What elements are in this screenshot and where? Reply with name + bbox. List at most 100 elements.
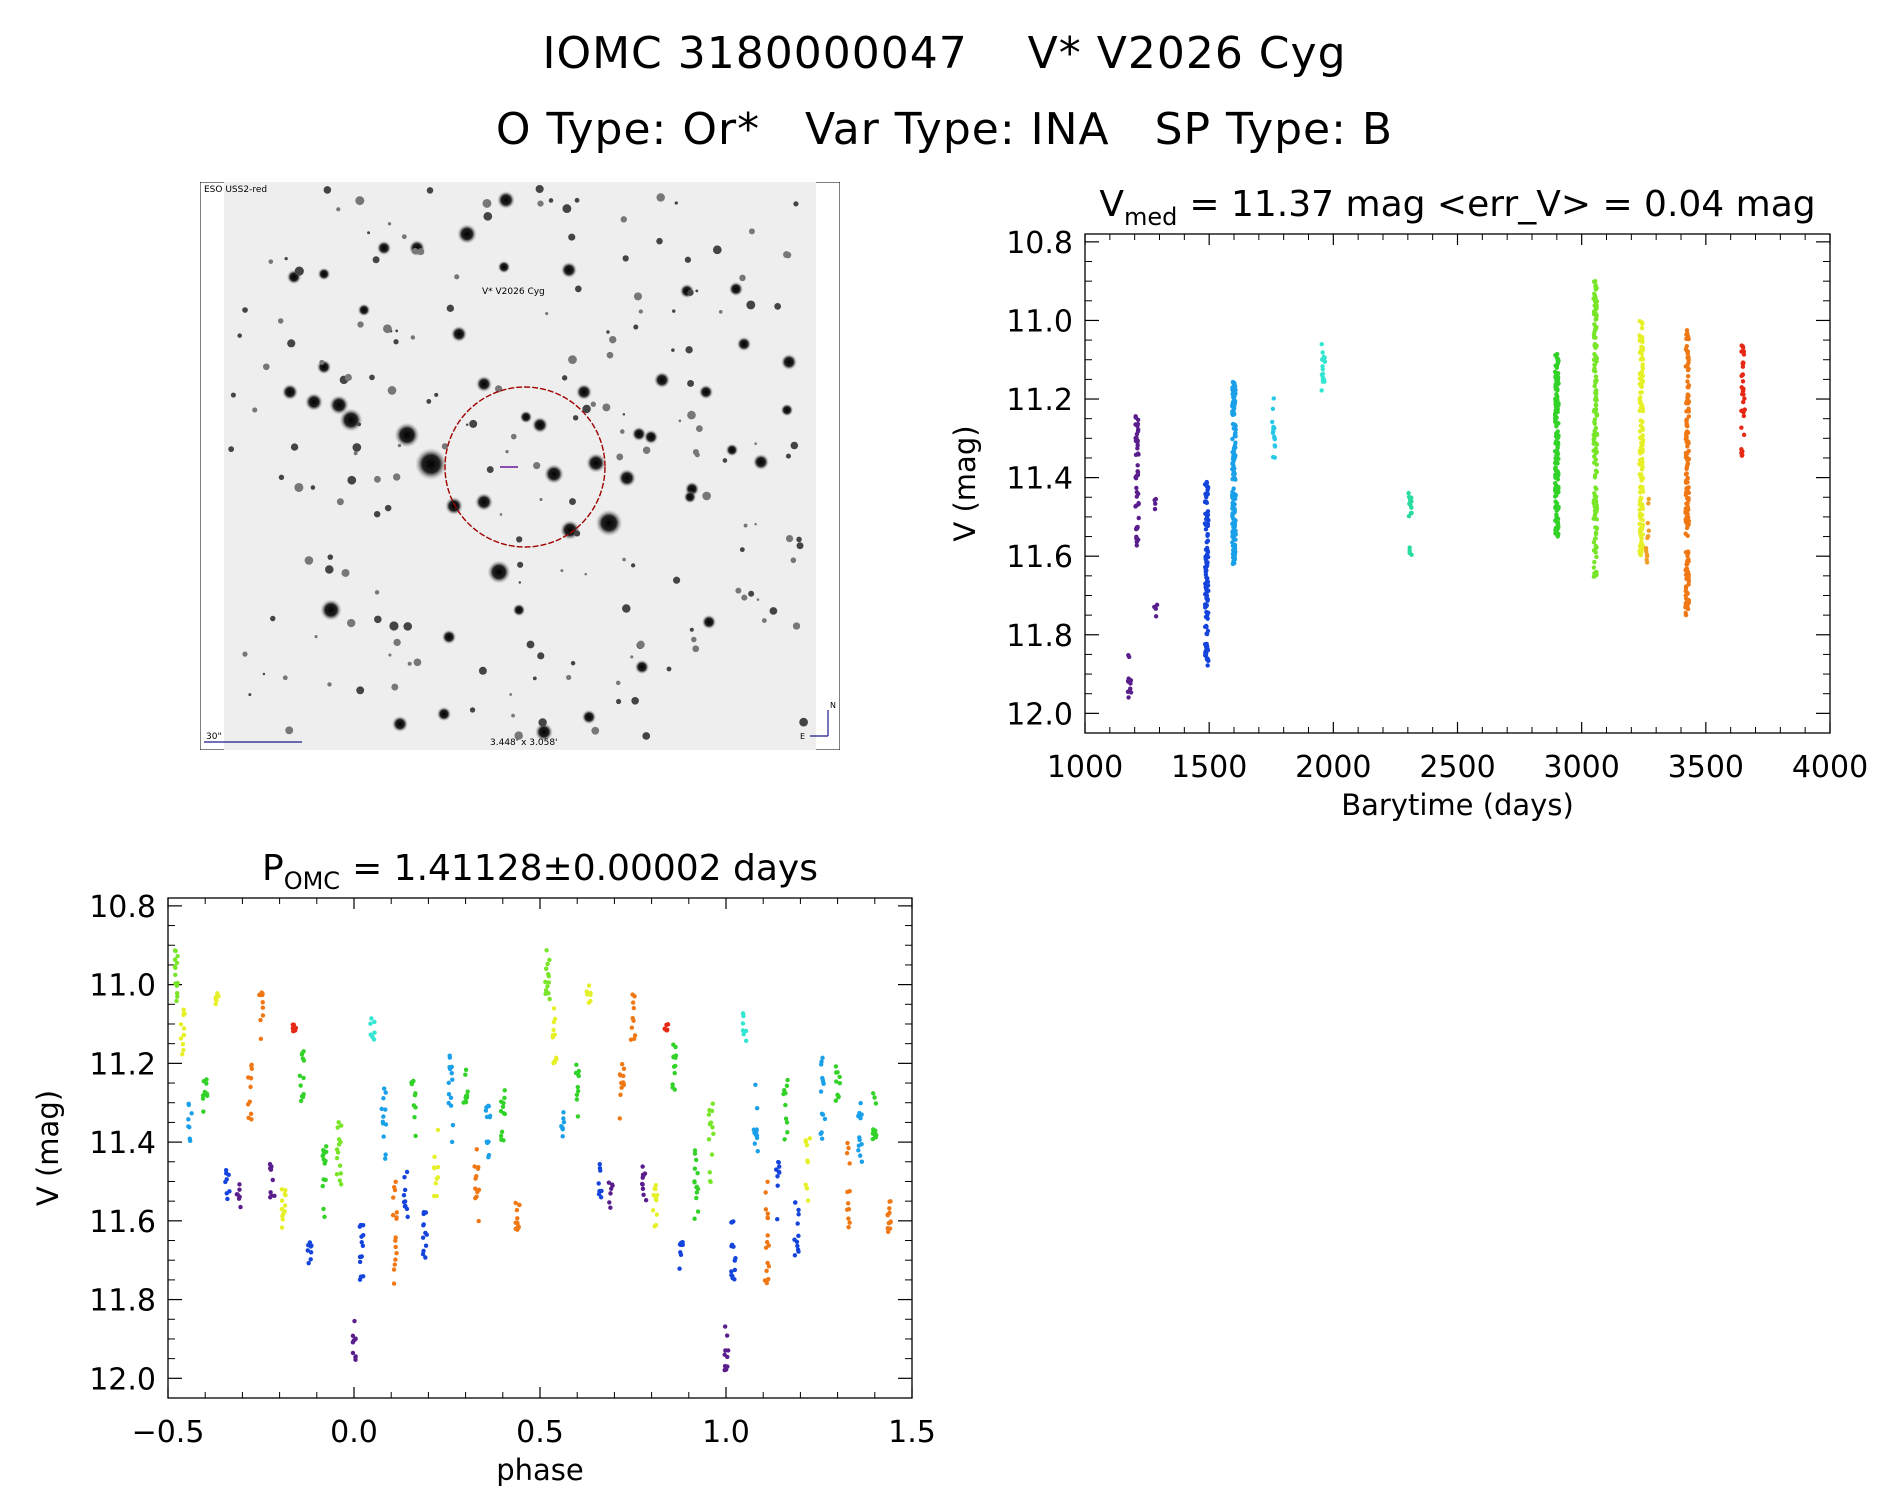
faint-star <box>397 443 402 448</box>
data-point <box>1205 485 1211 490</box>
data-point <box>723 1367 729 1372</box>
data-point <box>1230 449 1235 455</box>
data-point <box>795 1243 800 1249</box>
data-point <box>298 1098 304 1104</box>
faint-star <box>570 660 576 666</box>
data-point <box>765 1215 771 1221</box>
data-point <box>1592 491 1597 496</box>
data-point <box>175 994 180 999</box>
data-point <box>450 1122 456 1128</box>
data-point <box>741 1032 746 1037</box>
data-point <box>1637 461 1642 466</box>
faint-star <box>473 421 477 425</box>
faint-star <box>560 569 564 573</box>
data-point <box>450 1077 455 1082</box>
data-point <box>1639 478 1644 483</box>
data-point <box>433 1181 438 1186</box>
data-point <box>1637 408 1642 414</box>
data-point <box>359 1254 364 1259</box>
faint-star <box>341 568 350 577</box>
faint-star <box>606 351 614 359</box>
faint-star <box>735 587 742 594</box>
data-point <box>336 1120 341 1125</box>
data-point <box>1639 320 1645 325</box>
faint-star <box>769 607 778 615</box>
star-8 <box>475 493 493 511</box>
faint-star <box>323 186 332 194</box>
faint-star <box>702 491 711 501</box>
data-point <box>670 1085 675 1090</box>
data-point <box>1205 583 1211 588</box>
data-point <box>393 1238 398 1243</box>
faint-star <box>277 318 284 324</box>
data-point <box>692 1166 698 1171</box>
data-point <box>846 1145 851 1151</box>
data-point <box>1638 495 1643 500</box>
data-point <box>776 1164 782 1169</box>
data-point <box>640 1164 645 1169</box>
data-point <box>260 1000 265 1005</box>
data-point <box>1554 364 1560 369</box>
faint-star <box>514 731 523 740</box>
star-36 <box>475 375 493 393</box>
data-point <box>187 1136 192 1141</box>
data-point <box>402 1199 408 1204</box>
finder-chart: ESO USS2-red V* V2026 Cyg 30" 3.448' x 3… <box>200 182 840 750</box>
data-point <box>1204 479 1209 485</box>
data-point <box>383 1122 389 1127</box>
data-point <box>1645 534 1651 539</box>
faint-star <box>792 622 801 630</box>
data-point <box>775 1174 780 1179</box>
data-point <box>1685 559 1690 564</box>
data-point <box>709 1108 715 1114</box>
faint-star <box>539 497 543 502</box>
faint-star <box>584 572 587 576</box>
data-point <box>186 1101 191 1107</box>
faint-star <box>374 590 380 595</box>
data-point <box>1230 411 1235 416</box>
y-tick-label: 11.8 <box>89 1284 156 1319</box>
data-point <box>1684 496 1690 501</box>
faint-star <box>790 557 797 564</box>
faint-star <box>568 233 576 241</box>
data-point <box>1593 306 1599 312</box>
data-point <box>282 1203 288 1208</box>
faint-star <box>674 201 678 205</box>
data-point <box>237 1187 242 1192</box>
data-point <box>181 1026 187 1031</box>
data-point <box>258 1036 264 1042</box>
data-point <box>753 1082 758 1087</box>
data-point <box>575 1084 580 1090</box>
y-tick-label: 11.0 <box>1006 304 1073 339</box>
data-point <box>545 984 550 989</box>
data-point <box>1686 573 1691 579</box>
data-point <box>513 1200 518 1206</box>
y-tick-label: 10.8 <box>89 890 156 925</box>
data-point <box>383 1107 388 1112</box>
data-point <box>1270 406 1276 412</box>
data-point <box>1684 328 1690 333</box>
data-point <box>279 1225 285 1230</box>
data-point <box>729 1269 734 1274</box>
data-point <box>819 1062 824 1067</box>
data-point <box>673 1053 679 1058</box>
y-tick-label: 11.6 <box>1006 540 1073 575</box>
faint-star <box>446 304 455 313</box>
data-point <box>338 1171 344 1176</box>
faint-star <box>237 333 242 338</box>
data-point <box>350 1350 356 1356</box>
data-point <box>543 991 548 997</box>
data-point <box>279 1198 285 1203</box>
data-point <box>189 1111 194 1116</box>
data-point <box>651 1192 656 1198</box>
data-point <box>431 1165 437 1170</box>
data-point <box>1592 343 1597 348</box>
faint-star <box>357 422 361 427</box>
data-point <box>1555 516 1561 521</box>
data-point <box>694 1195 699 1201</box>
data-point <box>1637 429 1643 434</box>
faint-star <box>615 680 621 686</box>
data-point <box>1741 352 1747 357</box>
data-point <box>499 1137 504 1142</box>
faint-star <box>310 485 316 490</box>
